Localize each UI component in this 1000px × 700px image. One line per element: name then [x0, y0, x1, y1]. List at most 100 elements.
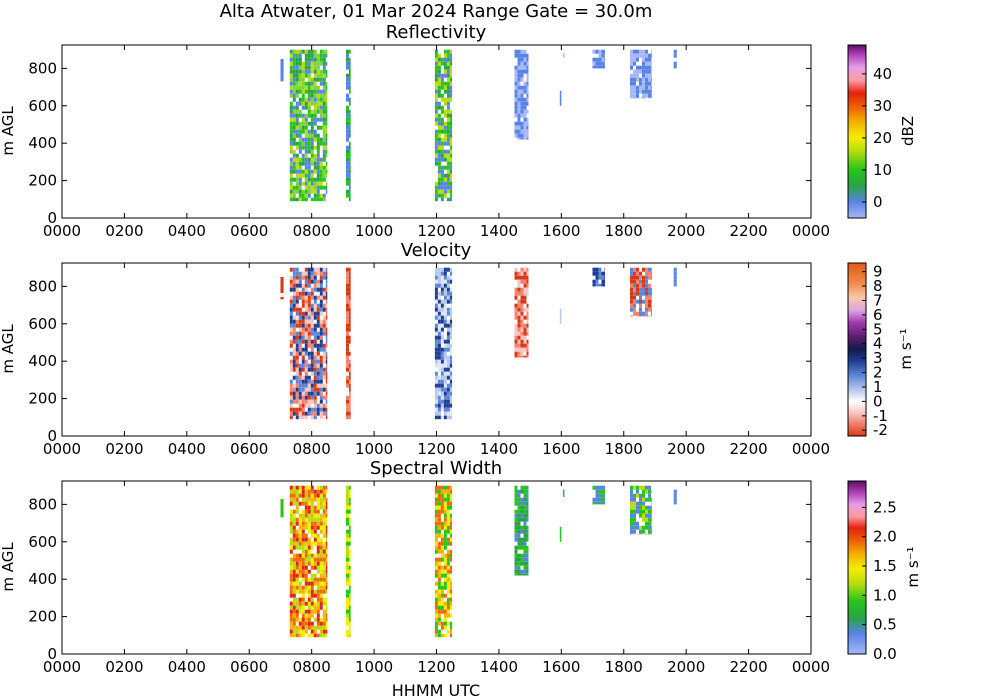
spectral-width-echo-cell [304, 609, 308, 614]
spectral-width-echo-cell [319, 501, 323, 506]
reflectivity-echo-cell [292, 117, 296, 122]
spectral-width-echo-cell [307, 493, 311, 498]
spectral-width-echo-cell [346, 613, 349, 618]
spectral-width-echo-cell [523, 565, 527, 570]
reflectivity-echo-cell [301, 141, 305, 146]
spectral-width-echo-cell [440, 497, 444, 502]
spectral-width-echo-cell [325, 605, 328, 610]
spectral-width-echo-cell [434, 625, 438, 630]
spectral-width-colorbar-tick-label: 0.5 [873, 616, 897, 634]
velocity-echo-cell [349, 363, 351, 368]
velocity-echo-cell [295, 383, 299, 388]
velocity-echo-cell [316, 407, 320, 412]
velocity-echo-cell [289, 295, 293, 300]
velocity-echo-cell [304, 299, 308, 304]
velocity-echo-cell [322, 395, 326, 400]
velocity-echo-cell [349, 383, 351, 388]
reflectivity-echo-cell [648, 73, 651, 78]
reflectivity-echo-cell [520, 57, 524, 62]
velocity-echo-cell [298, 415, 302, 420]
reflectivity-echo-cell [443, 181, 447, 186]
velocity-echo-cell [310, 323, 314, 328]
velocity-echo-cell [440, 395, 444, 400]
reflectivity-echo-cell [295, 89, 299, 94]
spectral-width-echo-cell [325, 581, 328, 586]
reflectivity-echo-cell [446, 197, 450, 202]
velocity-echo-cell [322, 327, 326, 332]
reflectivity-echo-cell [298, 137, 302, 142]
reflectivity-echo-cell [295, 189, 299, 194]
reflectivity-echo-cell [440, 169, 444, 174]
velocity-echo-cell [517, 347, 521, 352]
spectral-width-echo-cell [523, 549, 527, 554]
spectral-width-echo-cell [346, 529, 349, 534]
velocity-echo-cell [304, 363, 308, 368]
velocity-echo-cell [298, 319, 302, 324]
reflectivity-echo-cell [440, 129, 444, 134]
reflectivity-y-tick-label: 600 [28, 97, 57, 115]
velocity-echo-cell [434, 291, 438, 296]
velocity-x-tick-label: 0000 [792, 440, 830, 458]
spectral-width-echo-cell [437, 577, 441, 582]
velocity-echo-cell [440, 363, 444, 368]
velocity-echo-cell [520, 319, 524, 324]
reflectivity-echo-cell [313, 169, 317, 174]
velocity-echo-cell [443, 343, 447, 348]
spectral-width-echo-cell [598, 497, 602, 502]
velocity-echo-cell [289, 379, 293, 384]
reflectivity-echo-cell [316, 181, 320, 186]
spectral-width-echo-cell [304, 517, 308, 522]
reflectivity-echo-cell [319, 93, 323, 98]
velocity-echo-cell [319, 311, 323, 316]
velocity-echo-cell [313, 343, 317, 348]
spectral-width-echo-cell [446, 529, 450, 534]
spectral-width-echo-cell [325, 533, 328, 538]
spectral-width-echo-cell [523, 509, 527, 514]
spectral-width-colorbar [847, 480, 867, 655]
velocity-echo-cell [443, 347, 447, 352]
reflectivity-echo-cell [517, 85, 521, 90]
spectral-width-echo-cell [446, 621, 450, 626]
reflectivity-echo-cell [304, 65, 308, 70]
reflectivity-echo-cell [639, 65, 642, 70]
reflectivity-echo-cell [304, 73, 308, 78]
reflectivity-echo-cell [319, 177, 323, 182]
spectral-width-echo-cell [443, 541, 447, 546]
reflectivity-echo-cell [517, 49, 521, 54]
velocity-echo-cell [298, 371, 302, 376]
velocity-echo-cell [319, 399, 323, 404]
reflectivity-echo-cell [648, 53, 651, 58]
spectral-width-echo-cell [601, 489, 605, 494]
velocity-echo-cell [517, 307, 521, 312]
reflectivity-echo-cell [520, 101, 524, 106]
spectral-width-echo-cell [437, 605, 441, 610]
spectral-width-echo-cell [325, 585, 328, 590]
velocity-echo-cell [633, 303, 636, 308]
reflectivity-echo-cell [298, 169, 302, 174]
velocity-echo-region [346, 267, 351, 420]
velocity-echo-cell [319, 303, 323, 308]
reflectivity-echo-cell [322, 105, 326, 110]
spectral-width-echo-cell [298, 537, 302, 542]
spectral-width-echo-cell [292, 525, 296, 530]
velocity-echo-cell [601, 271, 605, 276]
reflectivity-echo-cell [322, 53, 326, 58]
velocity-echo-cell [437, 275, 441, 280]
velocity-echo-cell [437, 347, 441, 352]
velocity-echo-cell [595, 275, 599, 280]
velocity-echo-cell [292, 331, 296, 336]
velocity-echo-cell [349, 415, 351, 420]
spectral-width-echo-cell [280, 515, 284, 518]
reflectivity-echo-cell [349, 85, 351, 90]
reflectivity-echo-cell [313, 89, 317, 94]
spectral-width-echo-cell [298, 597, 302, 602]
spectral-width-echo-cell [517, 561, 521, 566]
velocity-echo-cell [443, 307, 447, 312]
reflectivity-echo-cell [289, 173, 293, 178]
velocity-echo-cell [301, 299, 305, 304]
spectral-width-echo-region [673, 485, 677, 505]
spectral-width-colorbar-tick-label: 1.0 [873, 586, 897, 604]
velocity-echo-cell [633, 299, 636, 304]
velocity-echo-cell [434, 403, 438, 408]
spectral-width-echo-cell [301, 517, 305, 522]
